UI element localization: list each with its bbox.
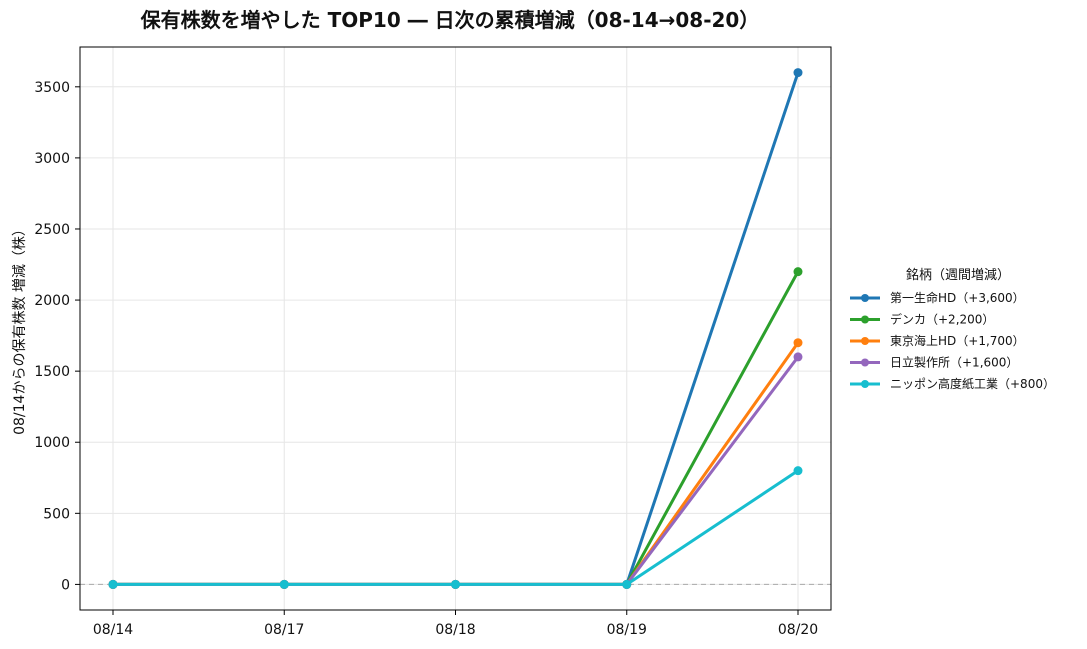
- legend-swatch-marker: [861, 358, 869, 367]
- y-tick-label: 500: [43, 506, 70, 522]
- data-point: [108, 579, 118, 589]
- data-point: [793, 352, 803, 362]
- y-tick-label: 0: [61, 577, 70, 593]
- y-axis-label: 08/14からの保有株数 増減（株）: [11, 222, 28, 435]
- y-tick-label: 3000: [34, 151, 70, 167]
- legend-label: 日立製作所（+1,600）: [890, 355, 1018, 370]
- legend-item: 日立製作所（+1,600）: [850, 355, 1018, 370]
- y-tick-label: 2000: [34, 293, 70, 309]
- x-tick-label: 08/14: [93, 622, 133, 638]
- legend-label: デンカ（+2,200）: [890, 312, 994, 327]
- legend-label: 第一生命HD（+3,600）: [890, 290, 1025, 305]
- legend-label: ニッポン高度紙工業（+800）: [890, 376, 1055, 391]
- y-tick-label: 1500: [34, 364, 70, 380]
- x-axis: 08/14 08/17 08/18 08/19 08/20: [93, 610, 818, 638]
- legend-swatch-marker: [861, 337, 869, 345]
- legend-title: 銘柄（週間増減）: [906, 267, 1010, 283]
- data-point: [793, 338, 803, 348]
- data-point: [279, 579, 289, 589]
- data-point: [622, 579, 632, 589]
- grid: [80, 47, 831, 610]
- y-tick-label: 1000: [34, 435, 70, 451]
- legend-item: ニッポン高度紙工業（+800）: [850, 376, 1055, 391]
- y-tick-label: 3500: [34, 80, 70, 96]
- legend-item: 東京海上HD（+1,700）: [850, 333, 1025, 348]
- x-tick-label: 08/20: [778, 622, 818, 638]
- legend-item: 第一生命HD（+3,600）: [850, 290, 1025, 305]
- legend-label: 東京海上HD（+1,700）: [890, 333, 1025, 348]
- data-point: [793, 68, 803, 78]
- x-tick-label: 08/18: [435, 622, 475, 638]
- series-layer: [108, 68, 803, 589]
- legend: 銘柄（週間増減） 第一生命HD（+3,600） デンカ（+2,200） 東京海上HD…: [850, 267, 1055, 391]
- x-tick-label: 08/19: [607, 622, 647, 638]
- series-5: [108, 466, 803, 589]
- y-tick-label: 2500: [34, 222, 70, 238]
- data-point: [793, 267, 803, 277]
- data-point: [451, 579, 460, 589]
- y-axis: 0 500 1000 1500 2000 2500 3000 3500: [34, 80, 80, 593]
- legend-swatch-marker: [861, 315, 869, 324]
- legend-item: デンカ（+2,200）: [850, 312, 994, 327]
- chart-title: 保有株数を増やした TOP10 ― 日次の累積増減（08-14→08-20）: [140, 8, 760, 32]
- x-tick-label: 08/17: [264, 622, 304, 638]
- legend-swatch-marker: [861, 294, 869, 302]
- data-point: [793, 466, 803, 476]
- legend-swatch-marker: [861, 380, 869, 388]
